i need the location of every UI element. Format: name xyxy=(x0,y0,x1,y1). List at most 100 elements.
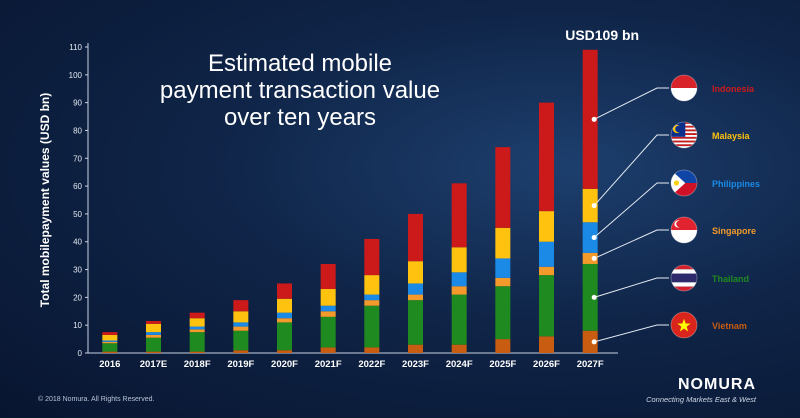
bar-segment-singapore xyxy=(539,266,554,276)
bar-segment-indonesia xyxy=(582,49,598,189)
flag-border xyxy=(670,311,698,339)
bar-segment-thailand xyxy=(582,263,598,331)
legend-label: Malaysia xyxy=(712,131,751,141)
bar-segment-philippines xyxy=(364,294,380,301)
legend-item-singapore: Singapore xyxy=(591,216,756,261)
bar-segment-thailand xyxy=(364,305,380,348)
legend-item-philippines: Philippines xyxy=(591,169,760,241)
chart-title: Estimated mobile payment transaction val… xyxy=(110,50,490,131)
bar-segment-philippines xyxy=(451,272,467,287)
bar-segment-thailand xyxy=(189,332,205,352)
y-tick-label: 70 xyxy=(73,154,82,163)
bar-segment-singapore xyxy=(189,329,205,333)
y-tick-label: 0 xyxy=(78,349,83,358)
legend-leader-line xyxy=(594,277,669,298)
copyright-text: © 2018 Nomura. All Rights Reserved. xyxy=(38,396,155,403)
bar-segment-indonesia xyxy=(539,102,554,212)
bar-segment-singapore xyxy=(277,318,292,323)
legend-leader-dot xyxy=(591,255,597,261)
bar-segment-vietnam xyxy=(451,344,467,353)
x-tick-label: 2017E xyxy=(140,359,167,370)
bar-segment-indonesia xyxy=(102,332,118,335)
bar-segment-singapore xyxy=(408,294,423,301)
y-tick-label: 110 xyxy=(69,43,82,52)
philippines-flag-icon xyxy=(671,170,697,196)
bar-segment-philippines xyxy=(189,326,205,330)
bar-segment-philippines xyxy=(408,283,423,295)
bar-segment-thailand xyxy=(539,275,554,337)
bar-segment-philippines xyxy=(233,322,249,327)
bar-segment-indonesia xyxy=(451,183,467,248)
legend-leader-dot xyxy=(591,294,597,300)
bar-segment-indonesia xyxy=(320,263,336,290)
legend-item-indonesia: Indonesia xyxy=(591,74,755,122)
bar-segment-thailand xyxy=(408,300,423,345)
bar-segment-vietnam xyxy=(582,330,598,353)
bar-segment-thailand xyxy=(233,330,249,351)
bar-segment-singapore xyxy=(451,286,467,295)
bar-segment-malaysia xyxy=(233,311,249,323)
legend-leader-dot xyxy=(591,203,597,209)
legend-item-vietnam: Vietnam xyxy=(591,311,747,345)
bar-segment-indonesia xyxy=(233,300,249,312)
y-tick-label: 30 xyxy=(73,266,82,275)
legend-leader-line xyxy=(593,182,669,238)
logo-tagline: Connecting Markets East & West xyxy=(646,395,756,404)
bar-segment-vietnam xyxy=(539,336,554,353)
total-annotation: USD109 bn xyxy=(565,27,639,43)
bar-segment-indonesia xyxy=(408,213,423,262)
x-tick-label: 2020F xyxy=(271,359,298,370)
bar-segment-thailand xyxy=(451,294,467,345)
x-tick-label: 2022F xyxy=(358,359,385,370)
thailand-flag-icon xyxy=(671,265,697,291)
singapore-flag-icon xyxy=(671,217,697,243)
logo-wordmark: NOMURA xyxy=(678,376,756,393)
bar-segment-vietnam xyxy=(102,351,118,353)
y-tick-label: 20 xyxy=(73,293,82,302)
bar-segment-thailand xyxy=(495,286,511,340)
bar-segment-philippines xyxy=(539,241,554,267)
bar-segment-malaysia xyxy=(277,298,292,313)
nomura-logo: NOMURA Connecting Markets East & West xyxy=(646,376,756,404)
legend-leader-line xyxy=(594,324,669,343)
bar-segment-malaysia xyxy=(539,211,554,242)
legend-leader-dot xyxy=(591,235,597,241)
bar-segment-indonesia xyxy=(364,238,380,276)
legend-leader-line xyxy=(593,229,669,259)
legend-item-thailand: Thailand xyxy=(591,264,749,300)
bar-segment-singapore xyxy=(320,311,336,317)
bar-segment-indonesia xyxy=(189,312,205,319)
y-tick-label: 40 xyxy=(73,238,82,247)
legend-leader-line xyxy=(593,134,669,206)
y-axis-title: Total mobilepayment values (USD bn) xyxy=(38,93,52,307)
chart-title-line: Estimated mobile xyxy=(207,50,393,77)
bar-segment-philippines xyxy=(146,332,161,335)
bar-segment-philippines xyxy=(102,340,118,342)
y-tick-label: 100 xyxy=(69,71,83,80)
flag-border xyxy=(670,216,698,244)
legend-label: Indonesia xyxy=(712,84,755,94)
bar-segment-singapore xyxy=(102,341,118,344)
bar-segment-vietnam xyxy=(408,344,423,353)
bar-segment-philippines xyxy=(495,258,511,278)
bar-segment-thailand xyxy=(320,316,336,348)
bar-segment-indonesia xyxy=(495,147,511,228)
bar-segment-malaysia xyxy=(451,247,467,273)
bar-segment-vietnam xyxy=(495,339,511,353)
bar-segment-thailand xyxy=(146,337,161,352)
bar-segment-malaysia xyxy=(364,275,380,295)
chart-title-line: over ten years xyxy=(223,104,377,131)
chart-title-line: payment transaction value xyxy=(159,77,441,104)
flag-border xyxy=(670,264,698,292)
y-tick-label: 90 xyxy=(73,99,82,108)
x-tick-label: 2023F xyxy=(402,359,429,370)
vietnam-flag-icon xyxy=(671,312,697,338)
bar-segment-singapore xyxy=(146,334,161,338)
bar-segment-philippines xyxy=(582,222,598,253)
legend-label: Thailand xyxy=(712,274,749,284)
bar-segment-malaysia xyxy=(102,334,118,341)
bar-segment-vietnam xyxy=(364,347,380,353)
bar-segment-vietnam xyxy=(146,351,161,353)
bar-segment-singapore xyxy=(364,300,380,306)
